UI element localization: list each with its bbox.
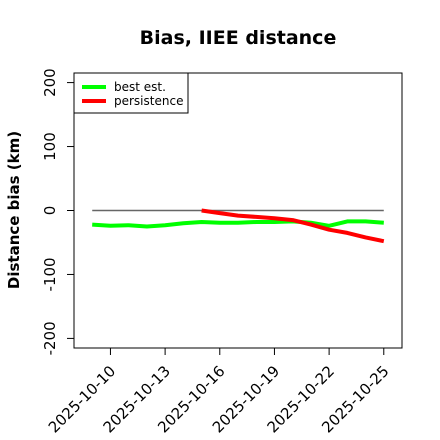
y-axis-label: Distance bias (km) — [5, 131, 23, 289]
y-axis: -200 -100 0 100 200 — [41, 68, 75, 355]
y-tick-label: -100 — [41, 257, 59, 291]
legend-label: best est. — [114, 80, 166, 94]
legend-box — [73, 72, 189, 114]
series-line-best-est — [92, 219, 384, 229]
y-tick-label: 200 — [41, 68, 59, 97]
chart-title: Bias, IIEE distance — [140, 27, 337, 49]
legend-label: persistence — [114, 94, 183, 108]
y-tick-label: 100 — [41, 132, 59, 161]
y-tick-label: 0 — [41, 206, 59, 216]
y-tick-label: -200 — [41, 321, 59, 355]
x-axis: 2025-10-102025-10-132025-10-162025-10-19… — [45, 347, 393, 436]
legend: best est.persistence — [73, 72, 189, 114]
series-line-persistence — [201, 208, 385, 244]
